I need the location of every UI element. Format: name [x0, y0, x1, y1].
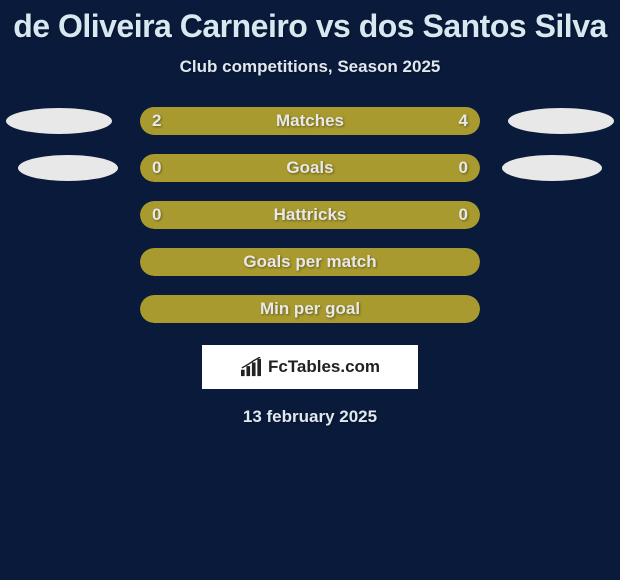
stat-value-right: 0 [459, 205, 468, 225]
player-right-avatar-placeholder [508, 108, 614, 134]
stat-label: Hattricks [140, 205, 480, 225]
stat-row-min-per-goal: Min per goal [0, 295, 620, 323]
date-label: 13 february 2025 [0, 407, 620, 427]
stat-label: Goals per match [140, 252, 480, 272]
bar-chart-icon [240, 357, 262, 377]
player-left-avatar-placeholder [6, 108, 112, 134]
stat-bar: 0 Goals 0 [140, 154, 480, 182]
stat-label: Min per goal [140, 299, 480, 319]
player-right-avatar-placeholder [502, 155, 602, 181]
stat-row-matches: 2 Matches 4 [0, 107, 620, 135]
stat-bar: 2 Matches 4 [140, 107, 480, 135]
logo-text: FcTables.com [268, 357, 380, 377]
stat-bar: Goals per match [140, 248, 480, 276]
stat-row-hattricks: 0 Hattricks 0 [0, 201, 620, 229]
stat-row-goals-per-match: Goals per match [0, 248, 620, 276]
stat-bar: 0 Hattricks 0 [140, 201, 480, 229]
stat-value-right: 0 [459, 158, 468, 178]
player-left-avatar-placeholder [18, 155, 118, 181]
fctables-logo[interactable]: FcTables.com [202, 345, 418, 389]
stat-row-goals: 0 Goals 0 [0, 154, 620, 182]
page-title: de Oliveira Carneiro vs dos Santos Silva [0, 8, 620, 45]
stat-label: Matches [140, 111, 480, 131]
stat-bars: 2 Matches 4 0 Goals 0 0 Hattricks 0 [0, 107, 620, 323]
stat-label: Goals [140, 158, 480, 178]
stat-value-right: 4 [459, 111, 468, 131]
comparison-container: de Oliveira Carneiro vs dos Santos Silva… [0, 0, 620, 427]
subtitle: Club competitions, Season 2025 [0, 57, 620, 77]
stat-bar: Min per goal [140, 295, 480, 323]
